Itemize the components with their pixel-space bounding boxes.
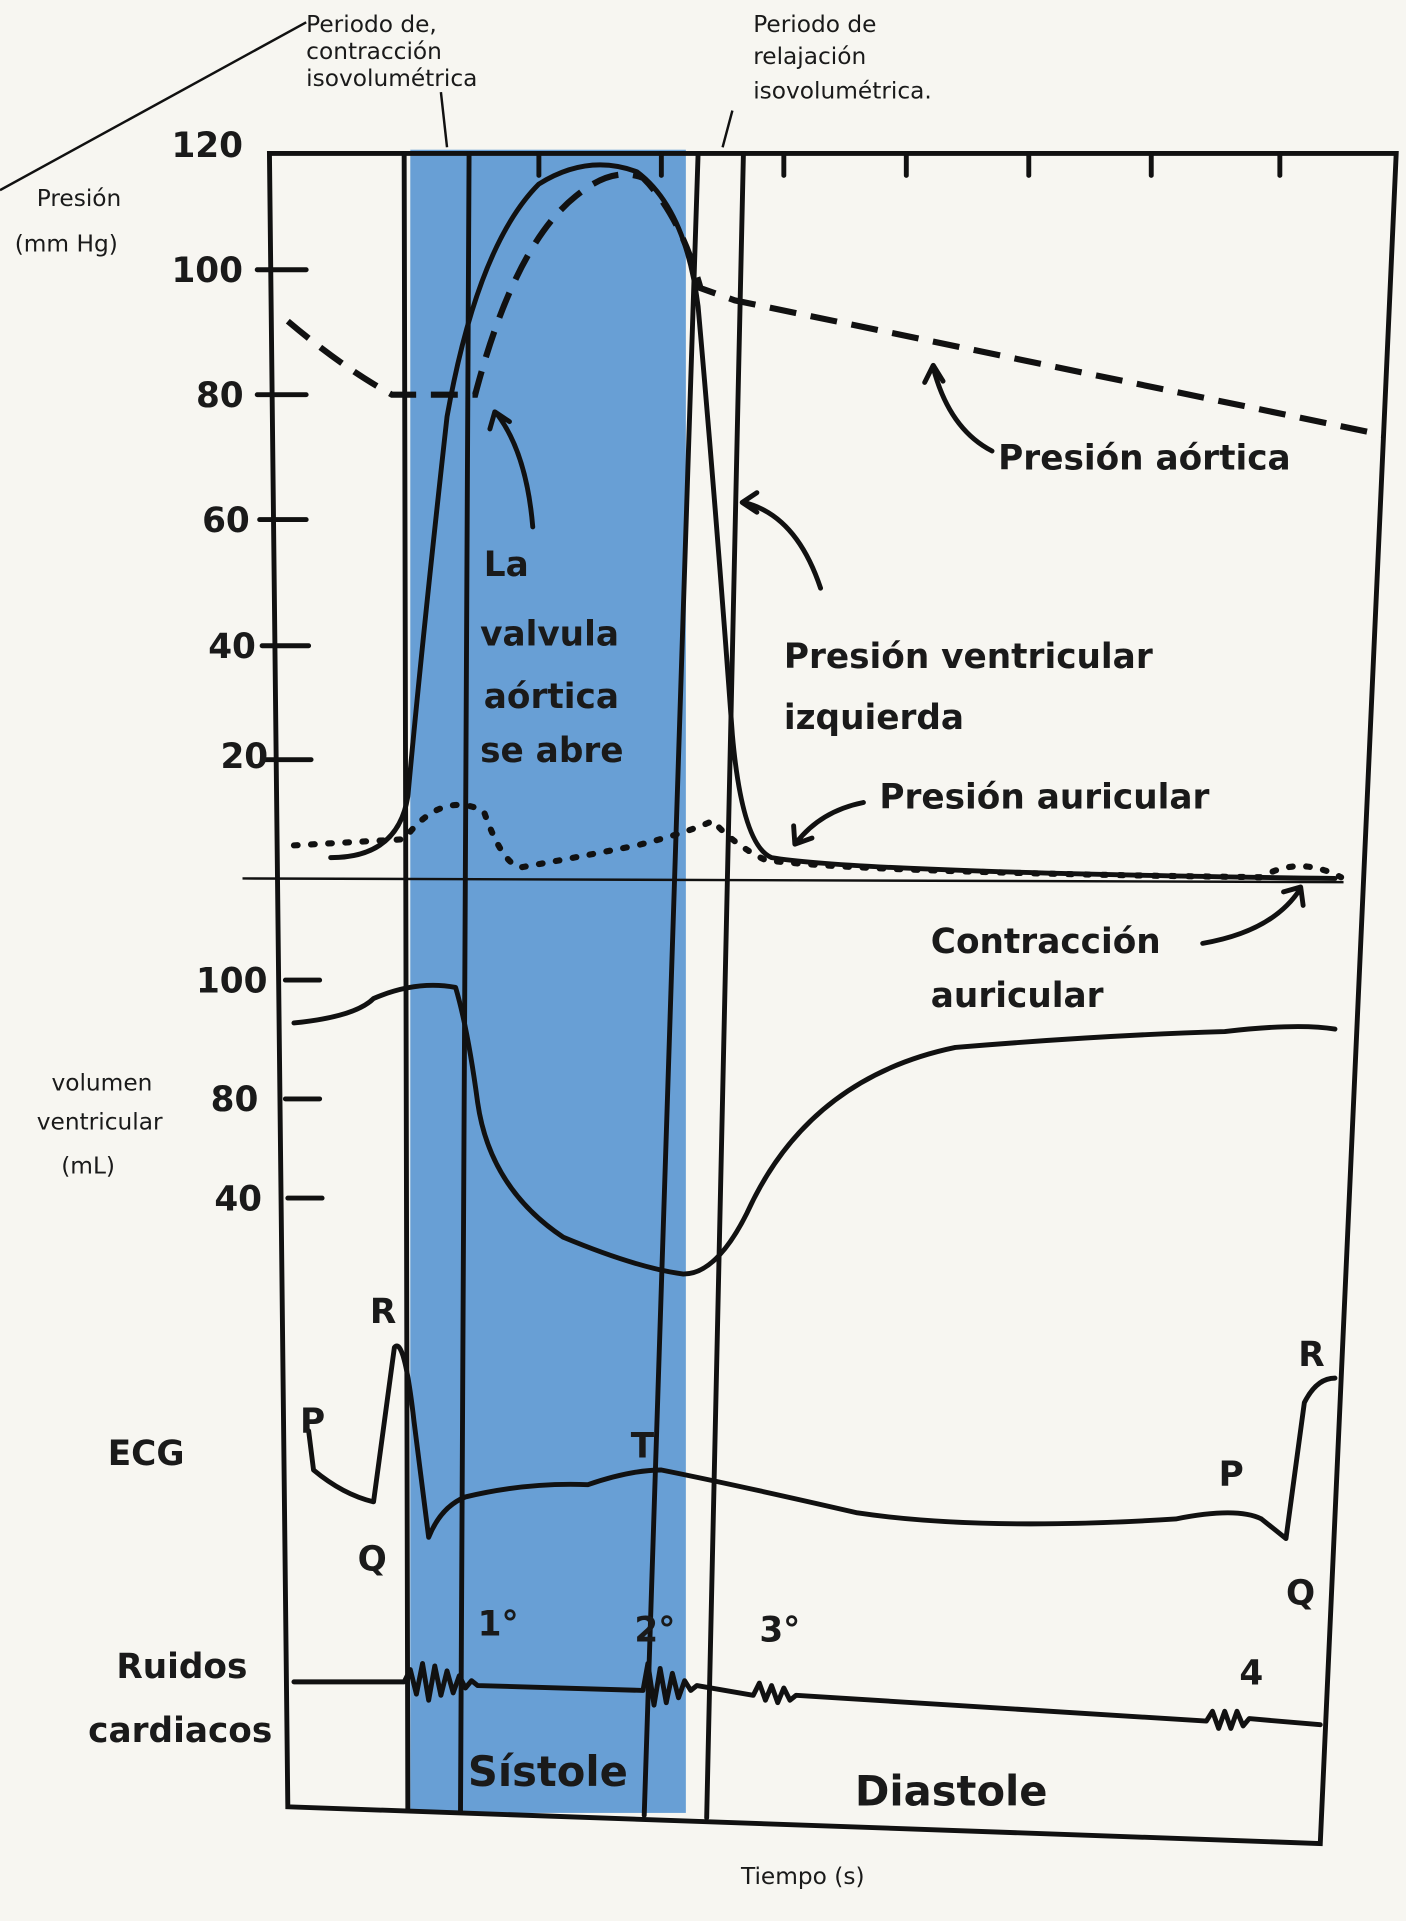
heart-sounds-trace — [291, 1661, 1323, 1731]
header-line: isovolumétrica — [306, 65, 477, 92]
annotation: auricular — [931, 976, 1104, 1016]
header-line: Periodo de — [753, 11, 876, 38]
annotation: aórtica — [484, 677, 619, 717]
ventricular-volume-curve — [291, 982, 1338, 1277]
annotation: valvula — [480, 615, 619, 655]
axis-label: ventricular — [37, 1109, 163, 1136]
tick-label: 120 — [171, 126, 243, 166]
annotation: Contracción — [931, 922, 1161, 962]
header-line: isovolumétrica. — [753, 77, 932, 104]
tick-label: 100 — [196, 961, 268, 1001]
ecg-wave: P — [1219, 1455, 1244, 1495]
sound-mark: 4 — [1239, 1653, 1263, 1693]
axis-label: Presión — [37, 185, 122, 212]
annotation: Presión aórtica — [998, 438, 1291, 478]
annotation: se abre — [480, 731, 623, 771]
axis-label: volumen — [51, 1069, 152, 1096]
pressure-ticks — [254, 267, 314, 763]
tick-label: 80 — [196, 376, 244, 416]
ecg-wave: T — [631, 1427, 655, 1467]
ecg-wave: Q — [358, 1539, 387, 1579]
sounds-label: cardiacos — [88, 1711, 272, 1751]
tick-label: 100 — [171, 251, 243, 291]
phase-label: Sístole — [468, 1747, 628, 1796]
volume-ticks — [282, 977, 325, 1201]
tick-label: 80 — [211, 1080, 259, 1120]
header-line: relajación — [753, 43, 866, 70]
sound-mark: 1° — [478, 1604, 519, 1644]
sound-mark: 2° — [634, 1610, 675, 1650]
x-axis-label: Tiempo (s) — [740, 1863, 865, 1890]
ecg-wave: R — [370, 1292, 396, 1332]
ecg-wave: Q — [1286, 1574, 1315, 1614]
paper-edge — [0, 21, 307, 192]
tick-label: 40 — [208, 627, 256, 667]
systole-band — [410, 149, 686, 1813]
atrial-pressure-curve — [290, 801, 1345, 881]
frame — [266, 150, 1399, 1847]
ecg-wave: R — [1298, 1335, 1324, 1375]
tick-label: 40 — [214, 1179, 262, 1219]
pointers — [439, 92, 1306, 946]
ecg-wave: P — [300, 1402, 325, 1442]
annotation: izquierda — [784, 698, 964, 738]
axis-label: (mL) — [61, 1153, 115, 1180]
tick-label: 60 — [202, 501, 250, 541]
annotation: La — [484, 545, 529, 585]
phase-lines — [401, 150, 746, 1821]
header-line: contracción — [306, 38, 442, 65]
baseline — [242, 877, 1344, 884]
header-line: Periodo de, — [306, 11, 437, 38]
phase-label: Diastole — [855, 1767, 1048, 1816]
ecg-trace — [306, 1343, 1338, 1542]
sounds-label: Ruidos — [116, 1647, 247, 1687]
ecg-label: ECG — [108, 1434, 185, 1474]
tick-label: 20 — [220, 737, 268, 777]
sound-mark: 3° — [759, 1610, 800, 1650]
labels: Periodo de, contracción isovolumétrica P… — [15, 11, 1325, 1890]
axis-label: (mm Hg) — [15, 230, 118, 257]
top-ticks — [536, 150, 1283, 178]
annotation: Presión auricular — [879, 778, 1209, 818]
annotation: Presión ventricular — [784, 637, 1153, 677]
